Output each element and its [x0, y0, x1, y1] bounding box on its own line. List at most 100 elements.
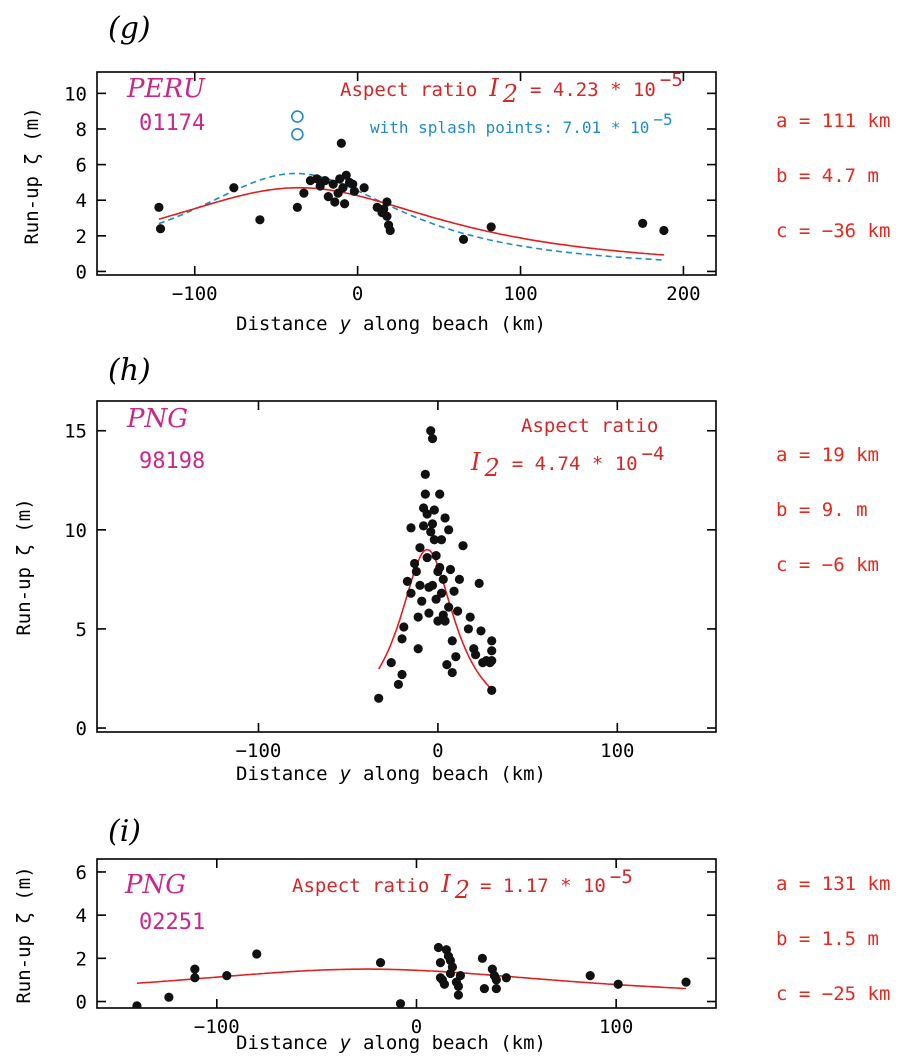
- x-tick-labels: −100 0 100: [194, 1016, 633, 1038]
- data-point: [328, 179, 338, 189]
- data-point: [585, 971, 595, 981]
- y-tick-label: 10: [64, 83, 87, 105]
- data-point: [413, 612, 423, 622]
- site-code: 98198: [139, 449, 205, 474]
- ticks: [97, 859, 716, 1008]
- data-point: [445, 564, 456, 575]
- data-point: [155, 224, 166, 234]
- data-point: [435, 562, 445, 573]
- x-axis-label: Distance y along beach (km): [236, 763, 546, 785]
- data-point: [426, 527, 436, 537]
- data-point: [427, 519, 438, 529]
- plot-frame: [96, 400, 717, 733]
- data-point: [132, 1001, 142, 1008]
- ticks: [97, 72, 716, 275]
- x-tick-labels: −100 0 100 200: [172, 283, 701, 305]
- data-point: [436, 535, 447, 545]
- panel-tag: (i): [108, 814, 141, 849]
- data-point: [453, 981, 464, 992]
- x-tick-label: 100: [600, 740, 634, 762]
- data-point: [454, 574, 465, 584]
- fit-curve: [158, 186, 664, 256]
- data-point: [433, 616, 443, 626]
- x-axis-label: Distance y along beach (km): [236, 1032, 546, 1054]
- data-point: [359, 183, 369, 193]
- y-tick-label: 2: [76, 226, 87, 248]
- data-point: [487, 656, 497, 666]
- data-point: [154, 202, 164, 212]
- param-c: c = −36 km: [776, 220, 890, 242]
- data-point: [447, 667, 457, 678]
- data-point: [393, 679, 404, 690]
- data-point: [426, 426, 436, 436]
- data-point: [479, 983, 489, 994]
- data-point: [382, 211, 392, 221]
- aspect-ratio-prefix: Aspect ratio: [521, 415, 658, 437]
- data-point: [415, 543, 425, 553]
- data-point: [336, 138, 346, 148]
- aspect-ratio-label: Aspect ratio I 2 = 1.17 * 10 −5: [292, 866, 633, 904]
- site-name: PNG: [124, 870, 186, 900]
- y-tick-labels: 0 5 10 15: [64, 421, 87, 740]
- x-tick-label: −100: [194, 1016, 240, 1038]
- data-point: [501, 973, 511, 983]
- splash-points: [291, 110, 304, 141]
- y-tick-label: 0: [76, 261, 87, 283]
- data-point: [439, 979, 450, 989]
- data-point: [491, 983, 501, 994]
- data-point: [438, 574, 448, 584]
- data-point: [413, 644, 423, 654]
- y-tick-label: 0: [76, 992, 87, 1014]
- data-point: [465, 612, 475, 622]
- data-point: [292, 202, 302, 212]
- data-point: [431, 594, 441, 604]
- data-point: [330, 197, 340, 207]
- x-tick-label: 0: [411, 1016, 422, 1038]
- x-axis-label: Distance y along beach (km): [236, 313, 546, 335]
- data-point: [444, 525, 454, 535]
- data-point: [299, 188, 309, 198]
- data-point: [427, 580, 438, 590]
- data-point: [229, 183, 239, 193]
- ticks: [97, 401, 716, 732]
- data-point: [476, 626, 486, 636]
- data-point: [463, 624, 473, 634]
- data-point: [312, 174, 322, 184]
- data-point: [399, 622, 409, 632]
- data-point: [458, 234, 469, 244]
- splash-fit-curve: [158, 172, 664, 261]
- data-point: [252, 949, 262, 959]
- panel-i: (i) 0 2 4 6 −100 0 100 PNG 02251 Aspect ratio…: [13, 814, 890, 1054]
- x-tick-label: 100: [599, 1016, 633, 1038]
- data-point: [447, 962, 458, 972]
- data-point: [474, 578, 484, 588]
- data-point: [477, 953, 487, 963]
- data-point: [638, 218, 648, 228]
- data-point: [422, 509, 432, 519]
- param-c: c = −25 km: [776, 983, 890, 1005]
- aspect-ratio-label: Aspect ratio I 2 = 4.23 * 10 −5: [340, 69, 683, 108]
- data-point: [397, 669, 407, 680]
- y-tick-label: 4: [76, 905, 87, 927]
- data-point: [486, 222, 496, 232]
- splash-note: with splash points: 7.01 * 10 −5: [370, 110, 673, 137]
- data-point: [164, 992, 174, 1002]
- param-b: b = 1.5 m: [776, 928, 879, 950]
- data-point: [397, 634, 407, 644]
- data-point: [444, 602, 454, 612]
- site-name: PERU: [126, 74, 206, 104]
- y-axis-label: Run-up ζ (m): [21, 107, 43, 244]
- data-point: [222, 971, 232, 981]
- y-axis-label: Run-up ζ (m): [13, 866, 35, 1003]
- x-tick-label: 100: [503, 283, 537, 305]
- data-point: [433, 942, 444, 953]
- data-point: [659, 225, 669, 236]
- data-point: [320, 176, 330, 186]
- x-tick-label: −100: [172, 283, 218, 305]
- data-point: [449, 586, 459, 596]
- data-point: [487, 685, 497, 695]
- y-tick-labels: 0 2 4 6: [76, 862, 87, 1014]
- data-points: [132, 942, 691, 1008]
- data-point: [420, 489, 430, 499]
